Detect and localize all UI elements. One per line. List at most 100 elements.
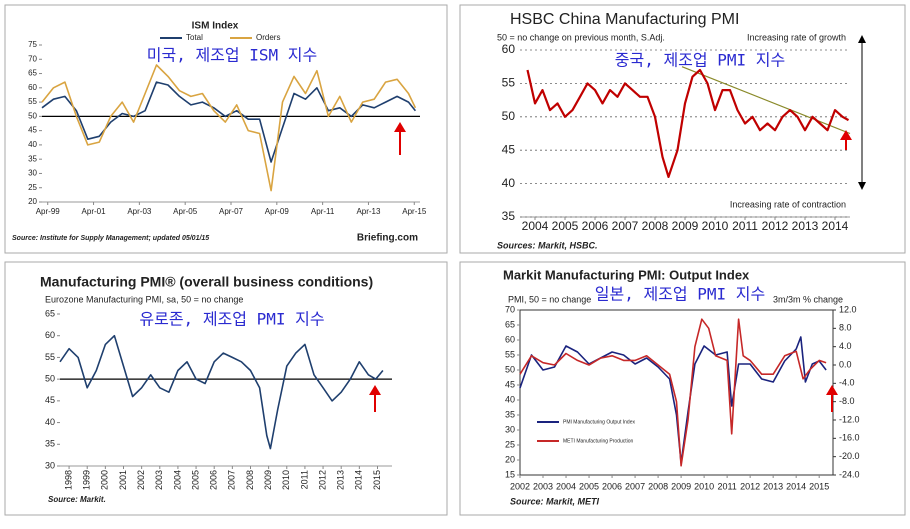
- x-tick-label: 2010: [281, 470, 291, 490]
- x-tick-label: 2009: [263, 470, 273, 490]
- chart: 15 20 25 30 35 40 45 50 55 60 65 70 -24.0 -20.0 -16.0 -…: [503, 267, 860, 506]
- legend-label: METI Manufacturing Production: [563, 438, 634, 444]
- x-tick-label: 2008: [245, 470, 255, 490]
- y2-tick-label: -12.0: [839, 414, 860, 424]
- x-tick-label: 2004: [172, 470, 182, 490]
- x-tick-label: 2008: [648, 481, 668, 491]
- brand: Briefing.com: [357, 233, 418, 244]
- chart-title: Markit Manufacturing PMI: Output Index: [503, 267, 750, 282]
- x-tick-label: 2014: [822, 219, 849, 233]
- y-tick-label: 40: [45, 417, 55, 427]
- y-tick-label: 75: [28, 40, 37, 49]
- y-tick-label: 35: [28, 154, 37, 163]
- y-tick-label: 60: [45, 330, 55, 340]
- series-line: [519, 318, 827, 467]
- y-tick-label: 60: [28, 83, 37, 92]
- series-line: [526, 68, 850, 178]
- chart-title: ISM Index: [192, 21, 239, 32]
- x-tick-label: Apr-99: [36, 207, 61, 216]
- x-tick-label: 2009: [671, 481, 691, 491]
- x-tick-label: 2005: [190, 470, 200, 490]
- x-tick-label: 2013: [792, 219, 819, 233]
- source-note: Source: Markit, METI: [510, 496, 600, 506]
- y-tick-label: 45: [45, 395, 55, 405]
- x-tick-label: 2006: [582, 219, 609, 233]
- x-tick-label: 2003: [533, 481, 553, 491]
- x-tick-label: 2011: [717, 481, 736, 491]
- x-tick-label: 2012: [740, 481, 760, 491]
- y-tick-label: 65: [45, 308, 55, 318]
- chart: 35 40 45 50 55 60 2004 2005 2006 2007 2008 2009 2010…: [497, 11, 866, 250]
- series-line: [59, 334, 384, 450]
- y-tick-label: 55: [505, 349, 515, 359]
- y2-tick-label: -16.0: [839, 433, 860, 443]
- y-tick-label: 55: [502, 76, 516, 90]
- x-tick-label: 2014: [786, 481, 806, 491]
- x-tick-label: Apr-11: [311, 207, 335, 216]
- y-tick-label: 35: [505, 409, 515, 419]
- x-tick-label: 2012: [762, 219, 789, 233]
- panel: [459, 4, 906, 254]
- source-note: Sources: Markit, HSBC.: [497, 240, 598, 250]
- x-tick-label: 2013: [336, 470, 346, 490]
- y-tick-label: 40: [28, 140, 37, 149]
- y-tick-label: 30: [28, 169, 37, 178]
- y-tick-label: 45: [502, 142, 516, 156]
- x-tick-label: 2014: [354, 470, 364, 490]
- x-tick-label: 2001: [118, 470, 128, 490]
- y2-tick-label: 8.0: [839, 323, 852, 333]
- x-tick-label: 2008: [642, 219, 669, 233]
- y-tick-label: 35: [502, 209, 516, 223]
- x-tick-label: Apr-01: [82, 207, 107, 216]
- x-tick-label: 2015: [809, 481, 829, 491]
- x-tick-label: 2011: [732, 219, 758, 233]
- overlay-label: 일본, 제조업 PMI 지수: [595, 285, 765, 304]
- y-tick-label: 50: [505, 364, 515, 374]
- x-tick-label: 1999: [82, 470, 92, 490]
- y-tick-label: 65: [505, 319, 515, 329]
- overlay-label: 미국, 제조업 ISM 지수: [147, 46, 317, 65]
- y-tick-label: 45: [28, 126, 37, 135]
- y2-tick-label: 4.0: [839, 341, 852, 351]
- y-tick-label: 45: [505, 379, 515, 389]
- arrow-head: [840, 130, 852, 140]
- overlay-label: 유로존, 제조업 PMI 지수: [139, 310, 324, 329]
- y-tick-label: 20: [28, 197, 37, 206]
- y2-tick-label: -8.0: [839, 396, 855, 406]
- x-tick-label: 2004: [556, 481, 576, 491]
- x-tick-label: 2006: [209, 470, 219, 490]
- x-tick-label: 2007: [612, 219, 639, 233]
- chart: 20 25 30 35 40 45 50 55 60 65 70 75 Apr-99 Apr-01 Apr-…: [12, 21, 427, 244]
- x-tick-label: 2003: [154, 470, 164, 490]
- y-tick-label: 20: [505, 454, 515, 464]
- x-tick-label: 2015: [372, 470, 382, 490]
- chart-title: HSBC China Manufacturing PMI: [510, 11, 739, 28]
- y2-tick-label: -20.0: [839, 451, 860, 461]
- y-tick-label: 50: [28, 111, 37, 120]
- y-tick-label: 25: [28, 183, 37, 192]
- x-tick-label: 2005: [579, 481, 599, 491]
- y-tick-label: 30: [505, 424, 515, 434]
- trend-line: [681, 66, 851, 135]
- y2-tick-label: -24.0: [839, 469, 860, 479]
- arrow-head: [826, 385, 838, 395]
- source-note: Source: Markit.: [48, 495, 106, 504]
- y-tick-label: 65: [28, 69, 37, 78]
- y2-tick-label: 12.0: [839, 304, 857, 314]
- y-tick-label: 60: [502, 42, 516, 56]
- x-tick-label: 2010: [694, 481, 714, 491]
- x-tick-label: 2002: [510, 481, 530, 491]
- y-tick-label: 50: [45, 374, 55, 384]
- y-tick-label: 50: [502, 109, 516, 123]
- x-tick-label: Apr-03: [127, 207, 152, 216]
- annotation: Increasing rate of contraction: [730, 199, 846, 209]
- y-tick-label: 25: [505, 439, 515, 449]
- x-tick-label: 2010: [702, 219, 729, 233]
- x-tick-label: 2011: [299, 470, 309, 489]
- y-tick-label: 60: [505, 334, 515, 344]
- series-line: [41, 64, 417, 192]
- annotation: Increasing rate of growth: [747, 32, 846, 42]
- overlay-label: 중국, 제조업 PMI 지수: [615, 51, 785, 70]
- y2-tick-label: -4.0: [839, 378, 855, 388]
